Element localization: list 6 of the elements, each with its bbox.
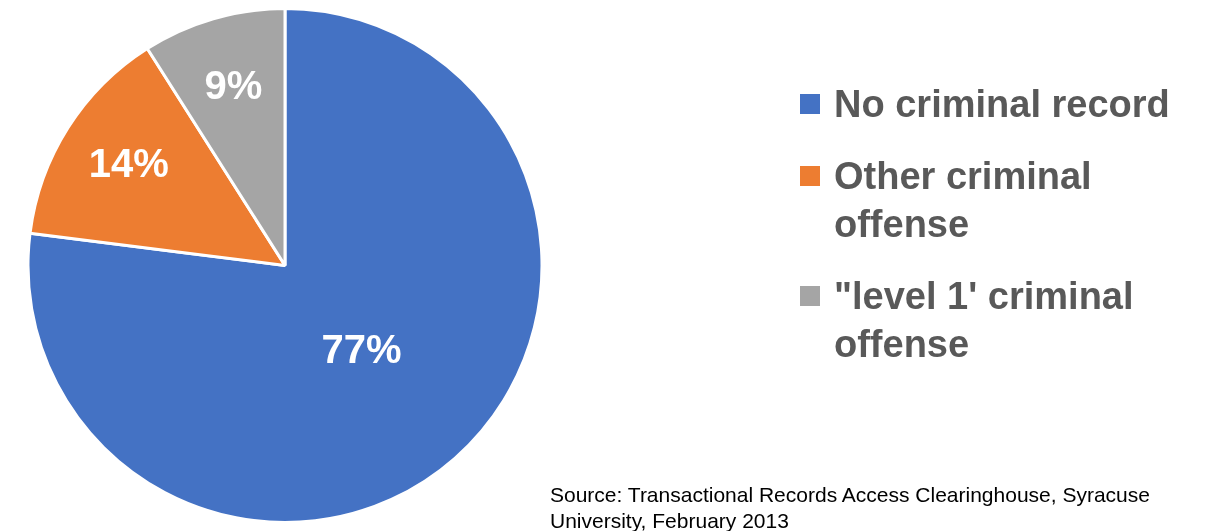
- data-label: 77%: [321, 327, 402, 372]
- data-label: 14%: [88, 141, 169, 186]
- legend-label: Other criminal offense: [834, 154, 1093, 247]
- legend-label: "level 1' criminal offense: [834, 274, 1135, 367]
- data-label: 9%: [204, 62, 263, 107]
- legend-label: No criminal record: [834, 82, 1170, 127]
